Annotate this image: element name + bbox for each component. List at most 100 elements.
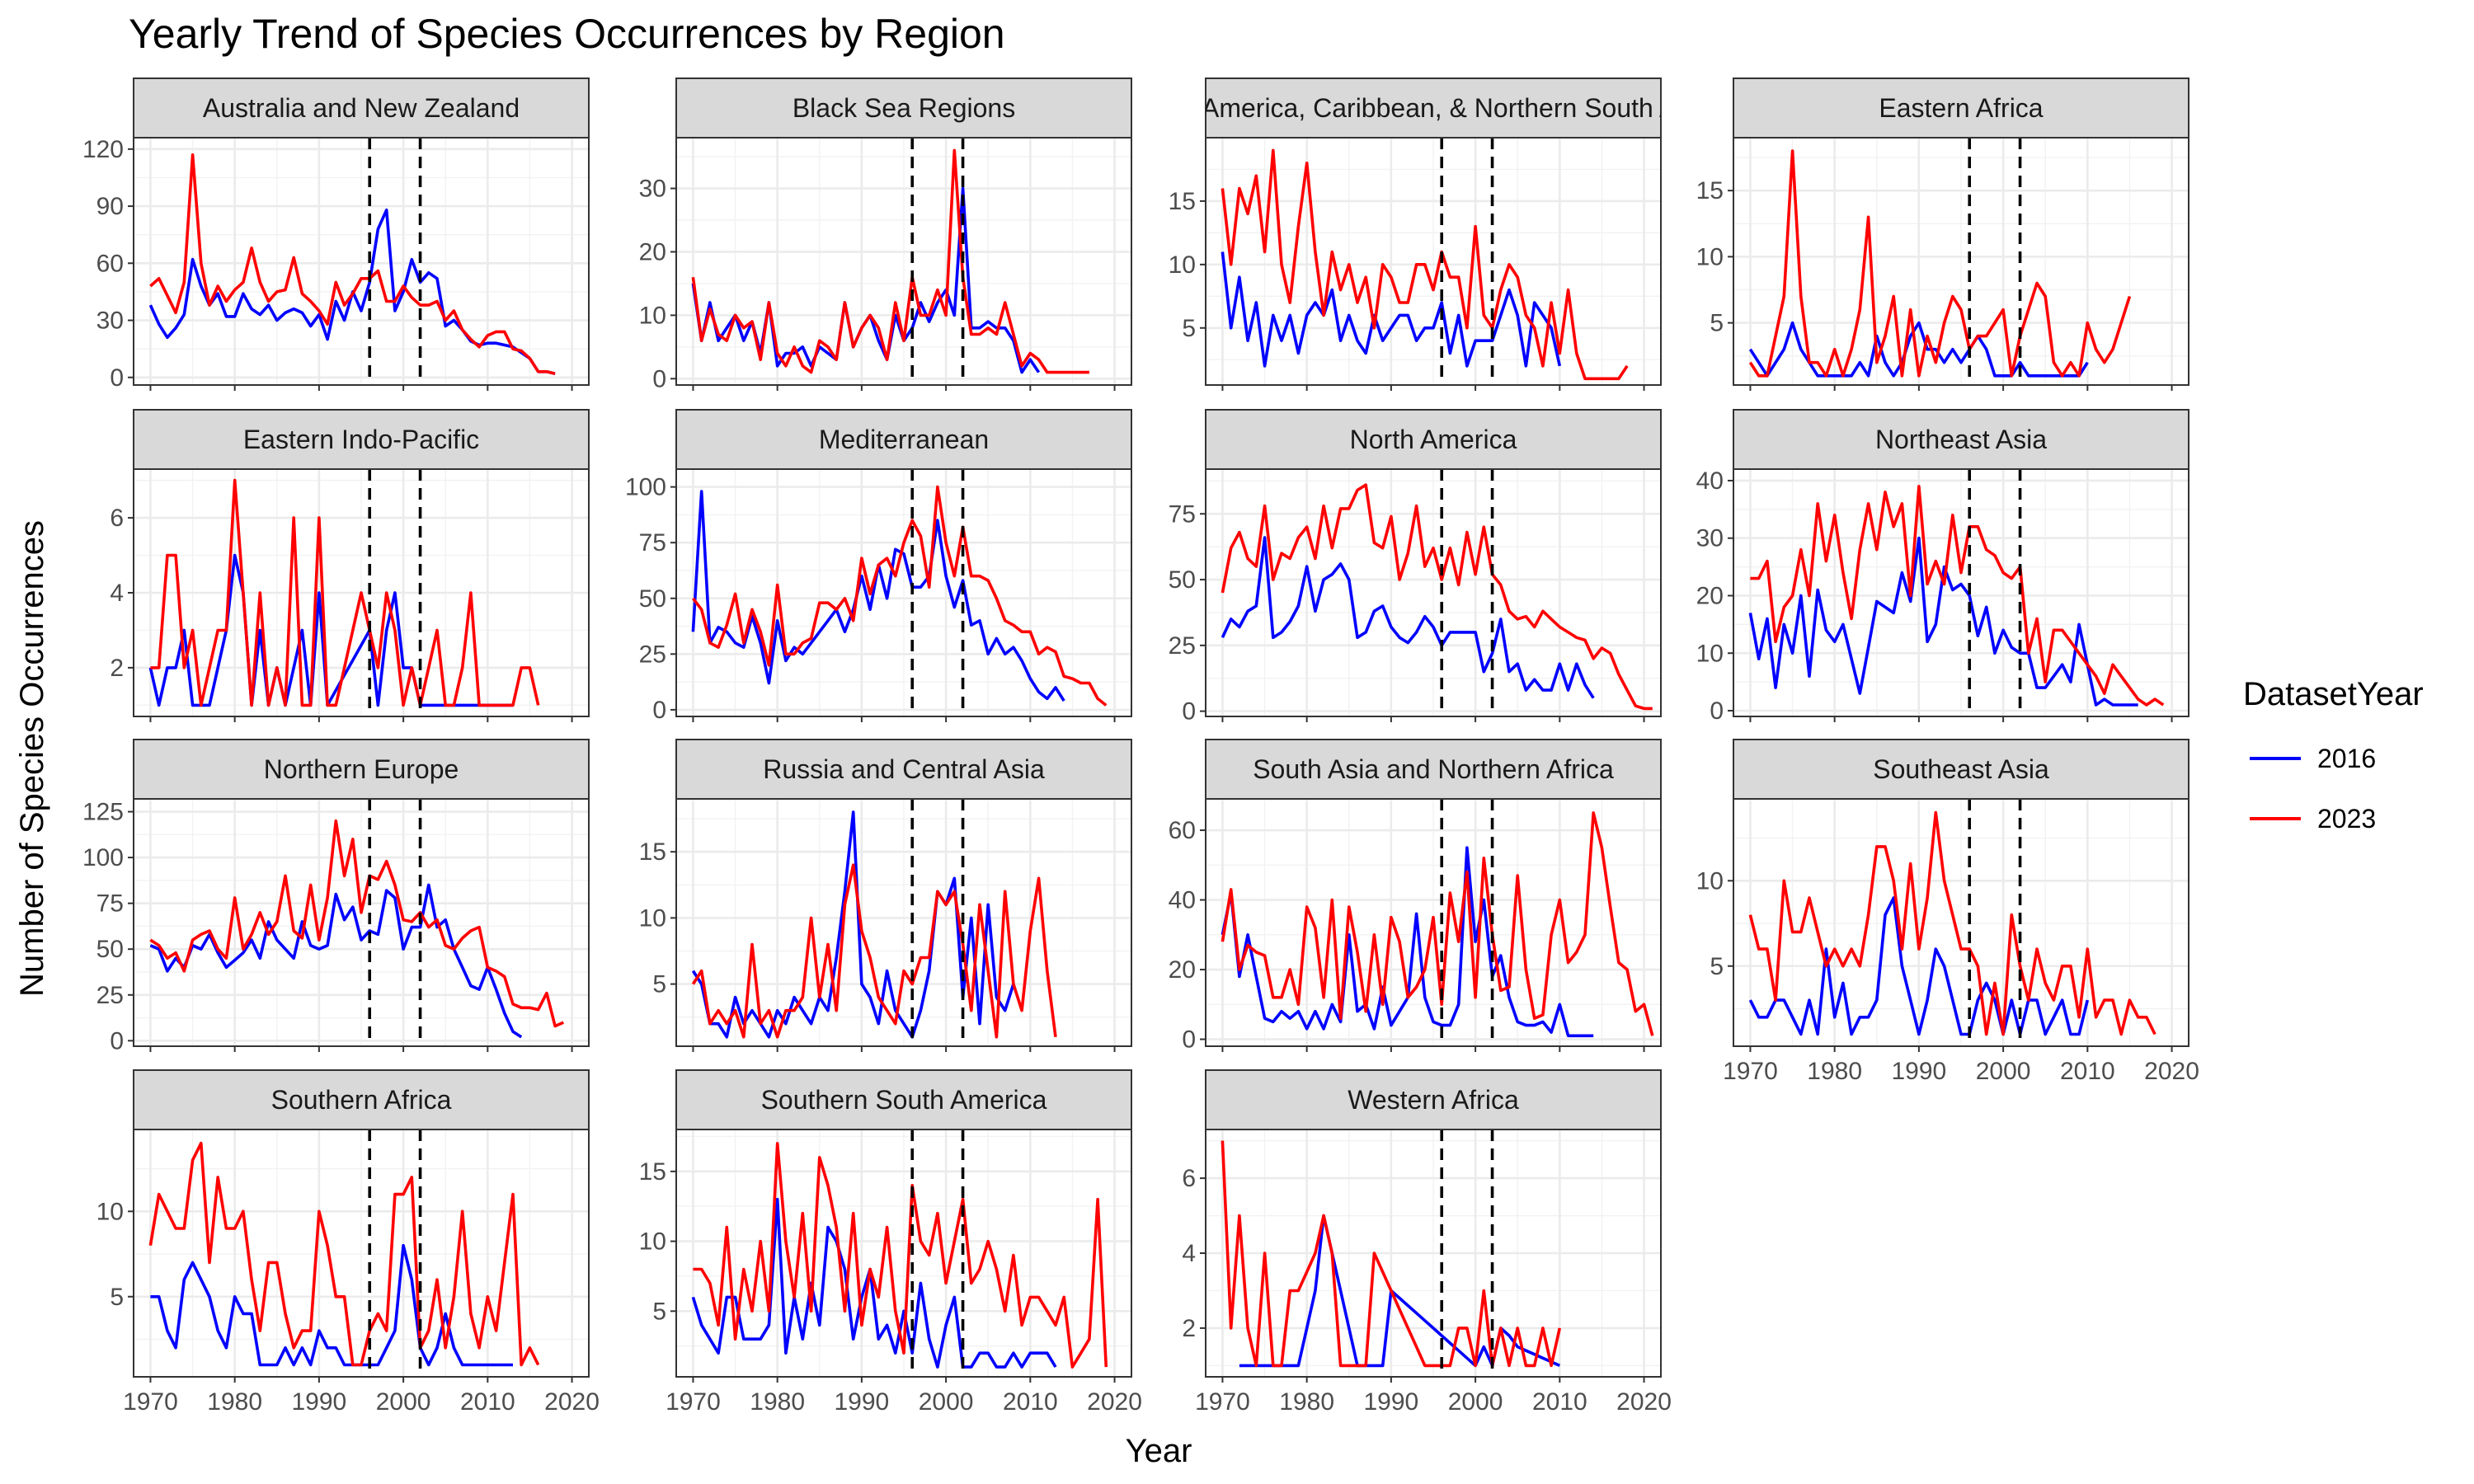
panel-gridlines — [676, 799, 1131, 1046]
panel-central-america-caribbean-northern-south-america: Central America, Caribbean, & Northern S… — [1169, 77, 1662, 391]
legend-item-2016: 2016 — [2250, 744, 2376, 773]
x-tick-label: 1970 — [1195, 1388, 1250, 1416]
panel-western-africa: Western Africa 2 4 6 1970 1980 1990 2000 2010 202… — [1182, 1069, 1672, 1416]
x-tick-label: 2010 — [2060, 1058, 2115, 1085]
panel-border — [1733, 798, 2189, 1047]
y-axis: 5 10 15 — [1169, 188, 1206, 342]
y-axis: 0 10 20 30 — [639, 176, 676, 392]
panel-mediterranean: Mediterranean 0 25 50 75 100 — [625, 409, 1132, 724]
panel-strip-label: Southern Africa — [271, 1085, 452, 1115]
y-tick-label: 5 — [1710, 310, 1724, 337]
series-line-2023 — [1221, 148, 1629, 381]
series-line-2023 — [1748, 149, 2132, 378]
series-line-2016 — [150, 1243, 513, 1367]
y-axis: 0 20 40 60 — [1169, 817, 1206, 1054]
y-tick-label: 60 — [96, 250, 124, 277]
y-tick-label: 10 — [1696, 640, 1724, 667]
y-tick-label: 0 — [1182, 698, 1196, 726]
x-axis-title: Year — [1126, 1433, 1192, 1469]
panel-border — [675, 798, 1132, 1047]
panel-russia-and-central-asia: Russia and Central Asia 5 10 15 — [639, 739, 1132, 1052]
y-tick-label: 2 — [1182, 1315, 1196, 1342]
y-tick-label: 0 — [1182, 1026, 1196, 1054]
y-tick-label: 15 — [1169, 188, 1196, 215]
panel-northeast-asia: Northeast Asia 0 10 20 30 40 — [1696, 409, 2189, 725]
x-tick-label: 2020 — [1616, 1388, 1672, 1416]
panel-border — [1733, 137, 2189, 386]
panel-strip-label: North America — [1350, 425, 1517, 454]
y-tick-label: 20 — [639, 238, 666, 265]
x-tick-label: 2000 — [376, 1388, 431, 1416]
x-tick-label: 1970 — [1723, 1058, 1778, 1085]
y-tick-label: 30 — [96, 308, 124, 335]
panel-border — [675, 1129, 1132, 1378]
y-tick-label: 0 — [1710, 697, 1724, 725]
panel-strip — [1205, 739, 1662, 800]
panel-strip-label: Russia and Central Asia — [763, 754, 1045, 784]
y-tick-label: 2 — [110, 655, 124, 682]
x-tick-label: 1980 — [1279, 1388, 1334, 1416]
x-tick-label: 2010 — [460, 1388, 515, 1416]
series-line-2023 — [1221, 811, 1654, 1036]
panel-southern-south-america: Southern South America 5 10 15 1970 1980 1990 2… — [639, 1069, 1142, 1416]
series-line-2016 — [691, 1197, 1057, 1369]
x-tick-label: 1990 — [292, 1388, 347, 1416]
series-line-2023 — [693, 1142, 1108, 1369]
panel-gridlines — [1733, 799, 2189, 1046]
y-tick-label: 10 — [639, 302, 666, 329]
y-tick-label: 20 — [1169, 956, 1196, 984]
series-line-2023 — [1750, 485, 2165, 707]
y-axis: 2 4 6 — [1182, 1165, 1206, 1342]
panel-gridlines — [134, 138, 589, 385]
y-tick-label: 40 — [1696, 467, 1724, 495]
y-axis: 0 10 20 30 40 — [1696, 467, 1733, 725]
panel-strip-label: Northern Europe — [264, 754, 459, 784]
y-tick-label: 6 — [1182, 1165, 1196, 1192]
y-tick-label: 60 — [1169, 817, 1196, 844]
panel-australia-and-new-zealand: Australia and New Zealand 0 30 60 90 120 — [82, 77, 590, 392]
x-axis — [692, 1046, 1116, 1052]
y-tick-label: 25 — [1169, 632, 1196, 660]
x-axis — [149, 716, 573, 722]
y-tick-label: 0 — [652, 365, 666, 392]
x-tick-label: 2010 — [1003, 1388, 1058, 1416]
panel-gridlines — [1733, 138, 2189, 385]
panel-southern-africa: Southern Africa 5 10 1970 1980 1990 2000 2010 20… — [96, 1069, 600, 1416]
series-line-2016 — [1221, 251, 1562, 368]
panel-eastern-indo-pacific: Eastern Indo-Pacific 2 4 6 — [110, 409, 590, 722]
y-tick-label: 50 — [96, 936, 124, 963]
y-tick-label: 4 — [1182, 1240, 1196, 1267]
y-tick-label: 75 — [96, 890, 124, 918]
series-line-2023 — [691, 863, 1057, 1039]
y-tick-label: 10 — [1169, 251, 1196, 279]
panel-strip — [1205, 1069, 1662, 1130]
y-axis-title: Number of Species Occurrences — [14, 520, 50, 997]
x-axis: 1970 1980 1990 2000 2010 2020 — [1723, 1046, 2199, 1085]
panel-southeast-asia: Southeast Asia 5 10 1970 1980 1990 2000 2010 202… — [1696, 739, 2199, 1085]
x-axis — [1749, 716, 2173, 722]
panel-strip — [675, 1069, 1132, 1130]
panel-border — [1205, 798, 1662, 1047]
series-line-2016 — [149, 883, 523, 1039]
panel-strip-label: Western Africa — [1348, 1085, 1519, 1115]
x-axis — [149, 385, 573, 391]
x-tick-label: 2020 — [2144, 1058, 2199, 1085]
y-tick-label: 10 — [1696, 243, 1724, 270]
panel-strip — [1205, 409, 1662, 470]
y-tick-label: 5 — [110, 1284, 124, 1311]
panel-north-america: North America 0 25 50 75 — [1169, 409, 1662, 726]
x-tick-label: 1990 — [1892, 1058, 1947, 1085]
panel-black-sea-regions: Black Sea Regions 0 10 20 30 — [639, 77, 1132, 392]
x-axis — [692, 716, 1116, 722]
y-tick-label: 30 — [1696, 525, 1724, 552]
panel-strip — [1733, 409, 2189, 470]
y-tick-label: 0 — [110, 1027, 124, 1054]
y-axis: 0 30 60 90 120 — [82, 136, 134, 392]
y-axis: 5 10 — [96, 1198, 134, 1311]
y-tick-label: 5 — [1182, 315, 1196, 342]
y-tick-label: 100 — [625, 474, 666, 501]
y-tick-label: 5 — [1710, 953, 1724, 980]
y-tick-label: 5 — [652, 971, 666, 998]
x-axis — [1749, 385, 2173, 391]
